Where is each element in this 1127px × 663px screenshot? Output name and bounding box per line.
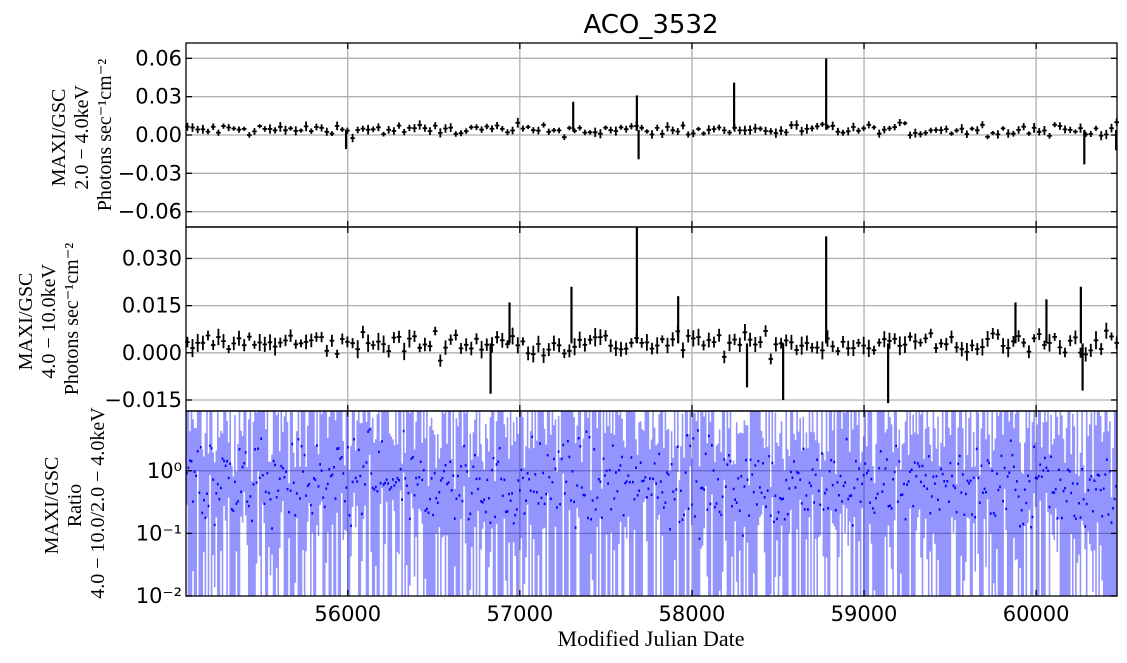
chart-title: ACO_3532 <box>583 10 718 40</box>
x-tick-label: 56000 <box>314 602 381 626</box>
panel-hard-gridlines <box>186 227 1117 411</box>
y-tick-label: 0.000 <box>122 341 182 365</box>
panel-soft: −0.06 −0.03 0.00 0.03 0.06 MAXI/GSC 2.0 − 4.… <box>48 42 1119 228</box>
panel-soft-ticks: −0.06 −0.03 0.00 0.03 0.06 <box>118 43 1117 227</box>
panel-ratio-ylabel: MAXI/GSC Ratio 4.0 − 10.0/2.0 − 4.0keV <box>41 407 109 599</box>
panel-hard-ylabel: MAXI/GSC 4.0 − 10.0keV Photons sec⁻¹cm⁻² <box>15 243 83 396</box>
x-axis-ticks: 56000 57000 58000 59000 60000 <box>314 602 1069 626</box>
panel-ratio-gridlines <box>186 411 1117 596</box>
y-tick-label: 10⁻² <box>136 584 182 608</box>
y-tick-label: −0.015 <box>104 388 182 412</box>
x-tick-label: 60000 <box>1003 602 1070 626</box>
panel-hard: −0.015 0.000 0.015 0.030 MAXI/GSC 4.0 − 10.… <box>15 226 1119 412</box>
panel-ratio-frame <box>185 410 1118 597</box>
y-tick-label: −0.03 <box>118 161 182 185</box>
panel-soft-ylabel: MAXI/GSC 2.0 − 4.0keV Photons sec⁻¹cm⁻² <box>48 59 116 212</box>
y-tick-label: 0.030 <box>122 246 182 270</box>
x-tick-label: 57000 <box>486 602 553 626</box>
y-tick-label: −0.06 <box>118 200 182 224</box>
ratio-error-bars <box>186 411 1117 596</box>
light-curve-bins <box>185 322 1119 367</box>
y-tick-label: 0.015 <box>122 294 182 318</box>
panel-soft-series <box>185 58 1119 165</box>
x-tick-label: 58000 <box>659 602 726 626</box>
light-curve-bins <box>185 117 1119 143</box>
panel-hard-ticks: −0.015 0.000 0.015 0.030 <box>104 227 1117 412</box>
panel-hard-frame <box>185 226 1118 412</box>
panel-soft-gridlines <box>186 43 1117 227</box>
ratio-points <box>186 428 1117 541</box>
panel-ratio-ticks: 10⁻² 10⁻¹ 10⁰ <box>136 411 1117 608</box>
x-tick-label: 59000 <box>831 602 898 626</box>
y-tick-label: 0.03 <box>135 85 182 109</box>
panel-ratio: 10⁻² 10⁻¹ 10⁰ MAXI/GSC Ratio 4.0 − 10.0/2.… <box>41 407 1118 608</box>
panel-hard-series <box>185 227 1119 404</box>
y-tick-label: 0.00 <box>135 123 182 147</box>
panel-ratio-series <box>186 411 1117 596</box>
y-tick-label: 10⁻¹ <box>136 521 182 545</box>
y-tick-label: 0.06 <box>135 46 182 70</box>
x-axis-label: Modified Julian Date <box>558 626 745 651</box>
y-tick-label: 10⁰ <box>147 459 182 483</box>
